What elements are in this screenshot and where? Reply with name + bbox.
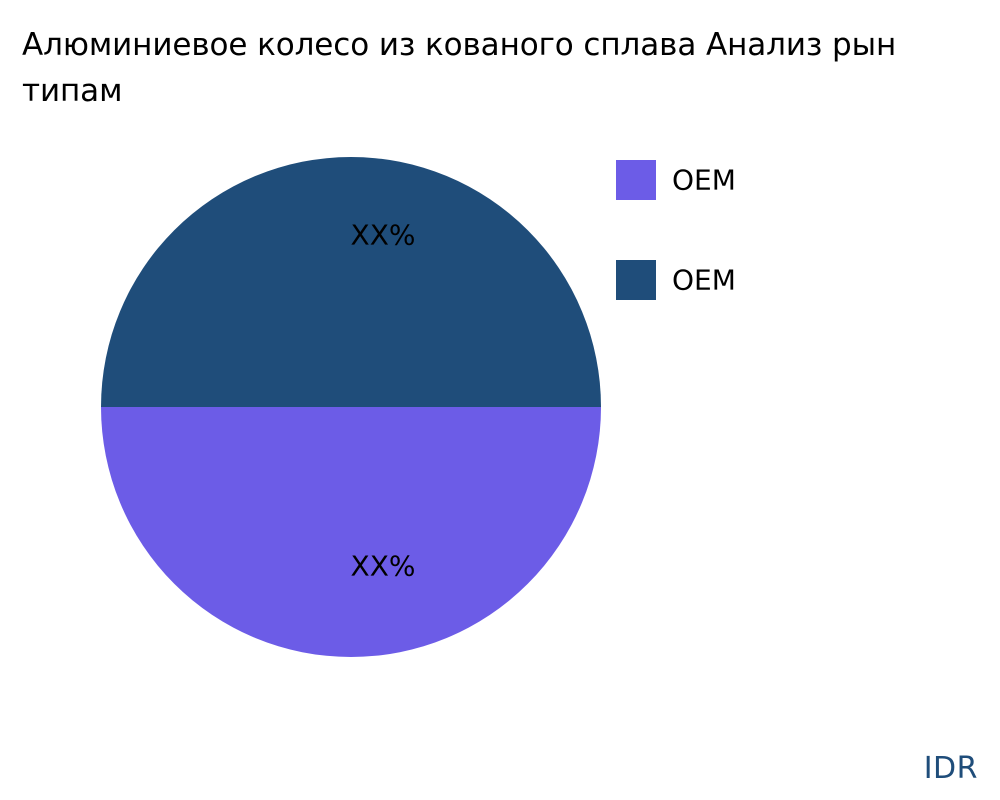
chart-title: Алюминиевое колесо из кованого сплава Ан… xyxy=(22,22,1000,114)
pie-chart-svg xyxy=(101,157,601,657)
pie-slice-label-oem-2: XX% xyxy=(350,218,416,252)
pie-slice-oem-1[interactable] xyxy=(101,407,601,657)
chart-title-line-1: Алюминиевое колесо из кованого сплава Ан… xyxy=(22,27,897,63)
pie-chart xyxy=(101,157,601,657)
watermark-idr: IDR xyxy=(923,751,978,786)
legend-swatch-icon-oem-2 xyxy=(616,260,656,300)
legend-label-oem-1: OEM xyxy=(672,163,736,197)
chart-title-line-2: типам xyxy=(22,73,123,109)
legend-label-oem-2: OEM xyxy=(672,263,736,297)
pie-slice-oem-2[interactable] xyxy=(101,157,601,407)
legend-swatch-icon-oem-1 xyxy=(616,160,656,200)
pie-slice-label-oem-1: XX% xyxy=(350,549,416,583)
